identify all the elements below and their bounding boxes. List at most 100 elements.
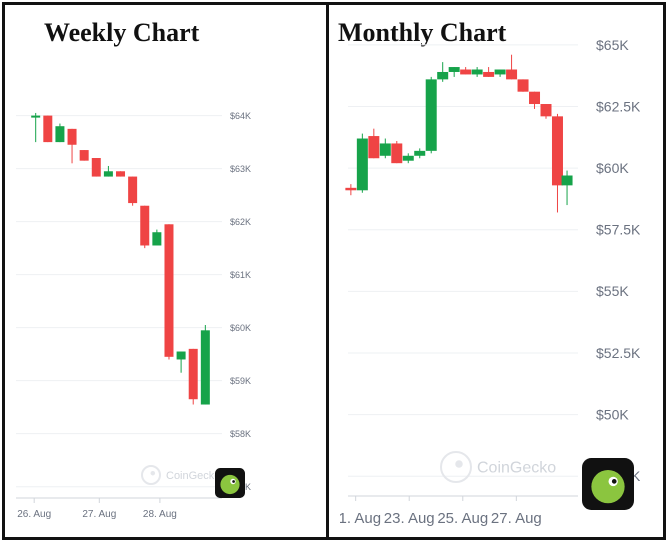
monthly-chart: $65K$62.5K$60K$57.5K$55K$52.5K$50K$47.5K… (340, 37, 640, 527)
candle-body (67, 128, 77, 145)
candle (176, 351, 186, 373)
candle (437, 62, 449, 82)
candle-body (368, 136, 380, 159)
candle (128, 176, 138, 206)
candle-body (529, 91, 541, 105)
coingecko-logo (215, 468, 245, 498)
candle-body (460, 69, 472, 75)
candle-body (200, 330, 210, 405)
candle (414, 148, 426, 159)
candle (379, 138, 391, 159)
candle (483, 67, 495, 77)
candle-body (540, 104, 552, 117)
candle (67, 128, 77, 164)
candle-body (356, 138, 368, 191)
watermark-gecko-icon (440, 451, 472, 483)
watermark-eye-icon (150, 470, 156, 476)
candle (152, 229, 162, 246)
candle-body (448, 67, 460, 72)
candle (551, 113, 563, 213)
candle (200, 325, 210, 405)
monthly-chart-title: Monthly Chart (338, 18, 507, 47)
y-tick-label: $52.5K (596, 345, 640, 361)
y-tick-label: $62K (230, 217, 251, 227)
panel-divider (326, 2, 329, 540)
candle (91, 158, 101, 177)
candle (140, 205, 150, 249)
candle-body (140, 205, 150, 246)
candle-body (437, 71, 449, 80)
candle-body (79, 150, 89, 161)
y-tick-label: $50K (596, 406, 629, 422)
candle (529, 91, 541, 109)
candle-body (402, 155, 414, 161)
candle (31, 112, 41, 143)
watermark-text: CoinGecko (477, 460, 556, 477)
candle-body (517, 79, 529, 92)
candle (55, 123, 65, 143)
candle (561, 170, 573, 206)
y-tick-label: $60K (230, 323, 251, 333)
candle (43, 115, 53, 143)
candle-body (176, 351, 186, 360)
candle-body (345, 187, 357, 191)
candle (517, 79, 529, 92)
y-tick-label: $55K (596, 283, 629, 299)
y-tick-label: $64K (230, 111, 251, 121)
y-tick-label: $57.5K (596, 222, 640, 238)
candle-body (391, 143, 403, 164)
x-tick-label: 27. Aug (82, 509, 116, 520)
watermark-eye-icon (455, 460, 463, 468)
candle-body (483, 71, 495, 77)
candle-body (128, 176, 138, 204)
x-tick-label: 28. Aug (143, 509, 177, 520)
candle (540, 104, 552, 119)
outer-frame (2, 2, 666, 540)
candle-body (561, 175, 573, 186)
monthly-watermark: CoinGecko (440, 451, 556, 483)
candle (368, 128, 380, 159)
candle (391, 140, 403, 164)
gecko-head-icon (591, 469, 625, 504)
candle (116, 171, 126, 177)
candle (471, 67, 483, 77)
coingecko-logo (582, 458, 634, 510)
candle-body (164, 224, 174, 357)
x-tick-label: 26. Aug (17, 509, 51, 520)
candle (425, 76, 437, 154)
x-tick-label: 23. Aug (384, 510, 435, 527)
gecko-pupil-icon (611, 479, 617, 484)
y-tick-label: $58K (230, 429, 251, 439)
x-tick-label: 27. Aug (491, 510, 542, 527)
candle-body (55, 126, 65, 143)
candle-body (379, 143, 391, 156)
watermark-gecko-icon (141, 465, 161, 485)
gecko-pupil-icon (232, 480, 235, 483)
candle-body (551, 116, 563, 186)
y-tick-label: $60K (596, 160, 629, 176)
candle-body (506, 69, 518, 80)
candle (164, 224, 174, 360)
x-tick-label: 21. Aug (340, 510, 381, 527)
weekly-chart: $64K$63K$62K$61K$60K$59K$58K$57K26. Aug2… (16, 111, 251, 520)
gecko-head-icon (220, 474, 240, 495)
candle-body (91, 158, 101, 177)
y-tick-label: $63K (230, 164, 251, 174)
candle (460, 67, 472, 75)
weekly-chart-title: Weekly Chart (44, 18, 200, 47)
candle-body (31, 115, 41, 118)
y-tick-label: $61K (230, 270, 251, 280)
candle (79, 150, 89, 161)
y-tick-label: $59K (230, 376, 251, 386)
candle (103, 165, 113, 177)
weekly-watermark: CoinGecko (141, 465, 220, 485)
candle (345, 184, 357, 196)
y-tick-label: $62.5K (596, 98, 640, 114)
candle (506, 54, 518, 80)
candle-body (103, 171, 113, 177)
candle (402, 153, 414, 164)
candle-body (494, 69, 506, 75)
candle (356, 133, 368, 193)
x-tick-label: 25. Aug (437, 510, 488, 527)
candle-body (152, 232, 162, 246)
